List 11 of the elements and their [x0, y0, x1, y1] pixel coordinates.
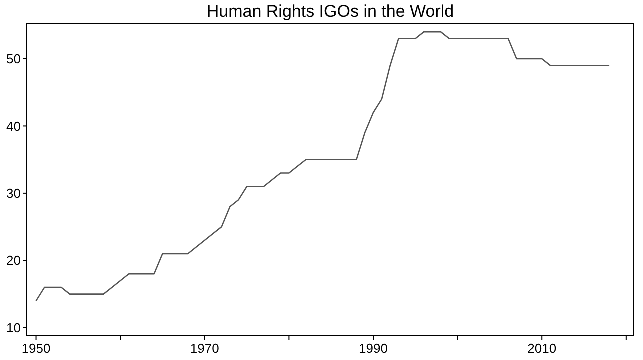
x-tick-label: 1950	[22, 341, 51, 356]
y-tick-label: 20	[6, 253, 21, 268]
y-tick-label: 40	[6, 118, 21, 134]
y-tick-label: 10	[6, 320, 21, 336]
x-tick-label: 1970	[190, 341, 220, 356]
chart-title: Human Rights IGOs in the World	[206, 2, 454, 21]
y-tick-label: 30	[6, 186, 21, 201]
line-series	[36, 31, 610, 302]
x-tick-label: 1990	[359, 341, 388, 356]
y-tick-label: 50	[6, 52, 21, 67]
x-tick-label: 2010	[528, 341, 557, 356]
